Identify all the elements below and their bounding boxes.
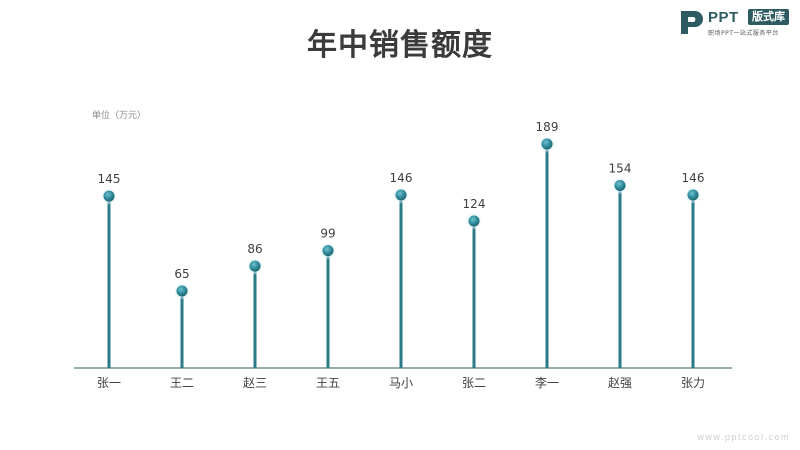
category-label-7: 赵强 — [608, 376, 632, 390]
value-label-8: 146 — [682, 171, 705, 185]
data-point-1[interactable] — [176, 285, 188, 297]
logo-badge: 版式库 — [748, 9, 789, 25]
value-label-6: 189 — [536, 120, 559, 134]
watermark: www.pptcool.com — [697, 432, 790, 442]
data-point-5[interactable] — [468, 215, 480, 227]
value-label-0: 145 — [98, 172, 121, 186]
value-label-4: 146 — [390, 171, 413, 185]
data-point-8[interactable] — [687, 189, 699, 201]
value-label-1: 65 — [174, 267, 189, 281]
category-label-1: 王二 — [170, 376, 194, 390]
category-label-6: 李一 — [535, 375, 559, 390]
value-label-7: 154 — [609, 161, 632, 175]
data-point-0[interactable] — [103, 190, 115, 202]
unit-label: 单位（万元） — [92, 111, 147, 121]
category-label-4: 马小 — [389, 376, 413, 390]
category-label-5: 张二 — [462, 376, 486, 390]
data-point-7[interactable] — [614, 179, 626, 191]
data-point-3[interactable] — [322, 245, 334, 257]
category-label-0: 张一 — [97, 376, 121, 390]
data-point-6[interactable] — [541, 138, 553, 150]
logo-mark-icon — [681, 11, 703, 34]
logo-brand-text: PPT — [708, 9, 739, 26]
category-label-2: 赵三 — [243, 376, 267, 390]
data-point-2[interactable] — [249, 260, 261, 272]
value-label-5: 124 — [463, 197, 486, 211]
category-label-3: 王五 — [316, 376, 340, 390]
data-point-4[interactable] — [395, 189, 407, 201]
chart-title: 年中销售额度 — [307, 28, 493, 63]
value-label-2: 86 — [247, 242, 262, 256]
category-label-8: 张力 — [681, 376, 705, 390]
value-label-3: 99 — [320, 227, 335, 241]
brand-logo: PPT 版式库 职场PPT一站式服务平台 — [678, 8, 794, 38]
logo-slogan: 职场PPT一站式服务平台 — [708, 30, 779, 37]
